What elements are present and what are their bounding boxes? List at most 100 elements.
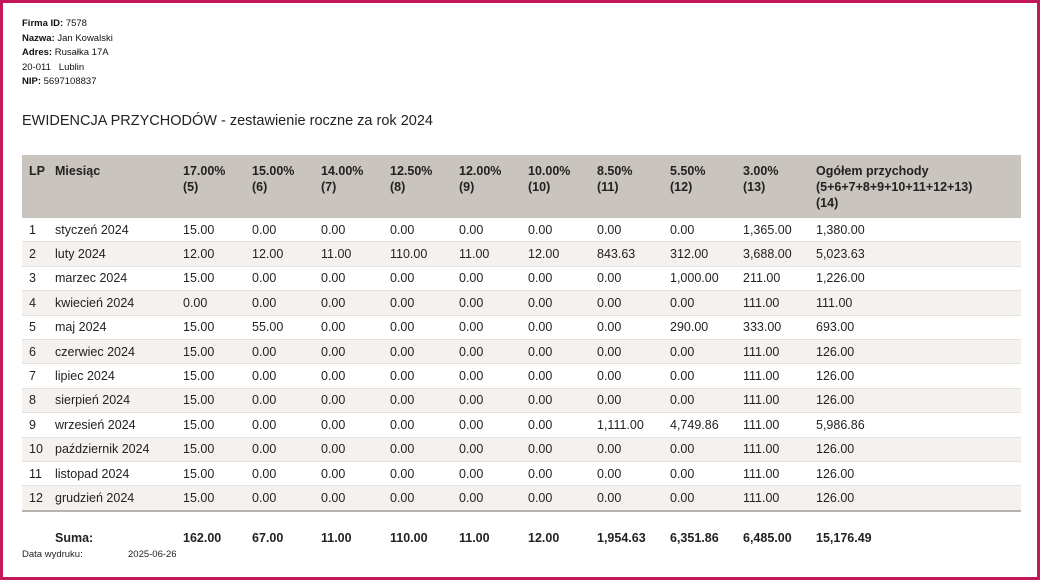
column-header: 12.50% (8) (390, 155, 459, 218)
amount-cell: 0.00 (597, 290, 670, 316)
amount-cell: 0.00 (670, 437, 743, 462)
row-number: 10 (22, 437, 55, 462)
amount-cell: 11.00 (321, 241, 390, 267)
amount-cell: 15.00 (183, 412, 252, 438)
amount-cell: 0.00 (321, 461, 390, 487)
table-row: 5 maj 2024 15.00 55.00 0.00 0.00 0.00 0.00 0.00 2… (22, 315, 1021, 340)
total-cell: 6,351.86 (670, 530, 719, 545)
amount-cell: 3,688.00 (743, 241, 816, 267)
amount-cell: 0.00 (321, 315, 390, 340)
nip-value: 5697108837 (43, 76, 97, 87)
column-header: 15.00% (6) (252, 155, 321, 218)
amount-cell: 0.00 (321, 363, 390, 389)
amount-cell: 11.00 (459, 241, 528, 267)
column-header-line: (5+6+7+8+9+10+11+12+13) (816, 180, 973, 194)
total-cell: 67.00 (252, 530, 284, 545)
amount-cell: 15.00 (183, 315, 252, 340)
amount-cell: 0.00 (390, 363, 459, 389)
amount-cell: 0.00 (459, 388, 528, 414)
amount-cell: 211.00 (743, 266, 816, 292)
amount-cell: 126.00 (816, 461, 1021, 487)
amount-cell: 15.00 (183, 437, 252, 462)
row-number: 3 (22, 266, 55, 292)
amount-cell: 126.00 (816, 339, 1021, 365)
column-header: 8.50% (11) (597, 155, 670, 218)
row-number: 2 (22, 241, 55, 267)
total-cell: 11.00 (459, 530, 490, 545)
column-header-line: (11) (597, 180, 619, 194)
row-number: 5 (22, 315, 55, 340)
amount-cell: 111.00 (743, 412, 816, 438)
amount-cell: 0.00 (321, 412, 390, 438)
amount-cell: 312.00 (670, 241, 743, 267)
amount-cell: 0.00 (597, 339, 670, 365)
month-cell: sierpień 2024 (55, 388, 183, 414)
column-header-line: 15.00% (252, 164, 295, 178)
column-header: Miesiąc (55, 155, 183, 218)
amount-cell: 1,000.00 (670, 266, 743, 292)
amount-cell: 111.00 (743, 290, 816, 316)
amount-cell: 0.00 (252, 266, 321, 292)
column-header: 12.00% (9) (459, 155, 528, 218)
amount-cell: 0.00 (459, 412, 528, 438)
row-number: 11 (22, 461, 55, 487)
amount-cell: 0.00 (597, 363, 670, 389)
nip-line: NIP: 5697108837 (22, 76, 97, 87)
amount-cell: 0.00 (390, 266, 459, 292)
amount-cell: 0.00 (459, 437, 528, 462)
month-cell: styczeń 2024 (55, 218, 183, 243)
amount-cell: 126.00 (816, 437, 1021, 462)
amount-cell: 0.00 (321, 485, 390, 512)
amount-cell: 0.00 (321, 339, 390, 365)
amount-cell: 15.00 (183, 218, 252, 243)
amount-cell: 0.00 (321, 437, 390, 462)
amount-cell: 0.00 (528, 339, 597, 365)
amount-cell: 0.00 (459, 339, 528, 365)
amount-cell: 0.00 (459, 315, 528, 340)
amount-cell: 0.00 (670, 290, 743, 316)
month-cell: październik 2024 (55, 437, 183, 462)
amount-cell: 0.00 (390, 290, 459, 316)
amount-cell: 55.00 (252, 315, 321, 340)
row-number: 12 (22, 485, 55, 512)
column-header-line: 3.00% (743, 164, 779, 178)
amount-cell: 333.00 (743, 315, 816, 340)
amount-cell: 15.00 (183, 388, 252, 414)
nazwa-line: Nazwa: Jan Kowalski (22, 32, 113, 44)
amount-cell: 0.00 (459, 266, 528, 292)
amount-cell: 111.00 (743, 461, 816, 487)
amount-cell: 15.00 (183, 266, 252, 292)
table-row: 6 czerwiec 2024 15.00 0.00 0.00 0.00 0.00 0.00 0… (22, 339, 1021, 365)
table-row: 11 listopad 2024 15.00 0.00 0.00 0.00 0.00 0.00… (22, 461, 1021, 487)
amount-cell: 0.00 (528, 290, 597, 316)
amount-cell: 0.00 (528, 437, 597, 462)
amount-cell: 0.00 (459, 290, 528, 316)
amount-cell: 0.00 (252, 339, 321, 365)
amount-cell: 0.00 (252, 290, 321, 316)
table-row: 7 lipiec 2024 15.00 0.00 0.00 0.00 0.00 0.00 0.0… (22, 363, 1021, 389)
amount-cell: 126.00 (816, 388, 1021, 414)
amount-cell: 0.00 (528, 461, 597, 487)
column-header-line: (5) (183, 180, 199, 194)
column-header: 17.00% (5) (183, 155, 252, 218)
total-cell: 162.00 (183, 530, 222, 545)
amount-cell: 0.00 (528, 218, 597, 243)
amount-cell: 0.00 (528, 363, 597, 389)
row-number: 1 (22, 218, 55, 243)
amount-cell: 15.00 (183, 363, 252, 389)
column-header-line: LP (29, 164, 45, 178)
income-table: LP Miesiąc 17.00% (5) 15.00% (6) 14.00% (7) 12.5… (22, 155, 1021, 564)
amount-cell: 110.00 (390, 241, 459, 267)
adres-line: Adres: Rusałka 17A (22, 47, 109, 58)
month-cell: listopad 2024 (55, 461, 183, 487)
amount-cell: 0.00 (670, 485, 743, 512)
amount-cell: 126.00 (816, 363, 1021, 389)
column-header-line: Ogółem przychody (816, 164, 929, 178)
amount-cell: 1,380.00 (816, 218, 1021, 243)
amount-cell: 4,749.86 (670, 412, 743, 438)
column-header: LP (22, 155, 55, 218)
amount-cell: 693.00 (816, 315, 1021, 340)
table-row: 3 marzec 2024 15.00 0.00 0.00 0.00 0.00 0.00 0.0… (22, 266, 1021, 292)
amount-cell: 0.00 (670, 388, 743, 414)
amount-cell: 0.00 (390, 485, 459, 512)
